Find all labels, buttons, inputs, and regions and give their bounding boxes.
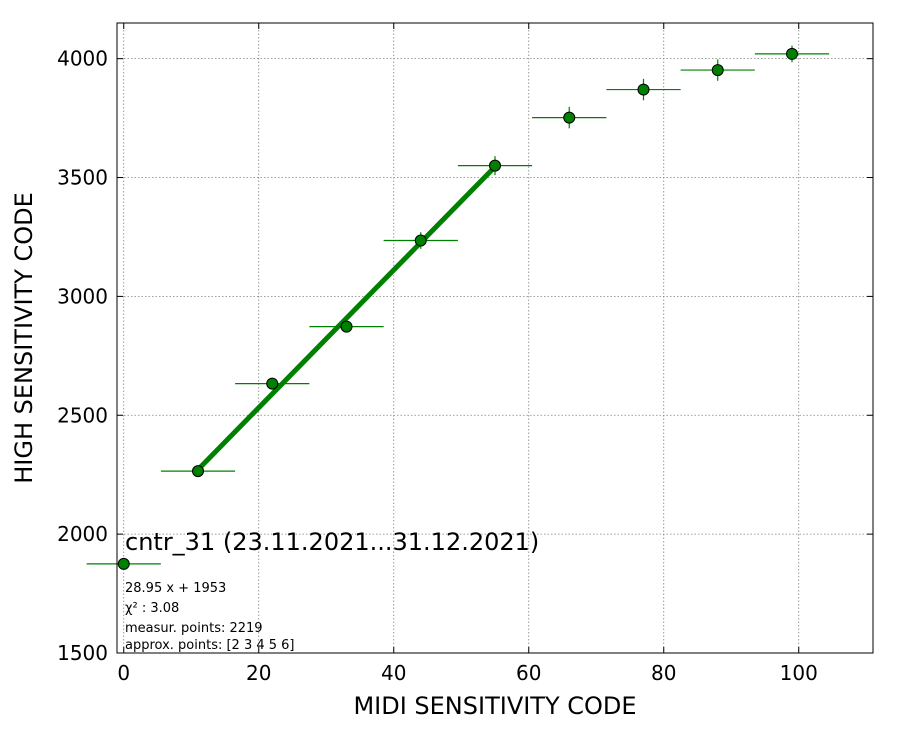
chart-title: cntr_31 (23.11.2021...31.12.2021) <box>125 528 539 556</box>
data-point <box>414 234 427 247</box>
plot-frame <box>116 22 874 654</box>
x-tick-label: 60 <box>516 661 541 685</box>
data-point <box>786 47 798 60</box>
y-axis-label: HIGH SENSITIVITY CODE <box>10 192 38 484</box>
data-points <box>117 47 798 570</box>
x-tick-label: 20 <box>246 661 271 685</box>
data-point <box>563 111 576 124</box>
fit-line <box>196 165 497 472</box>
fit-equation: 28.95 x + 1953 <box>125 581 226 596</box>
approx-points: approx. points: [2 3 4 5 6] <box>125 638 295 653</box>
data-point <box>637 83 650 96</box>
measur-points: measur. points: 2219 <box>125 621 263 636</box>
data-point <box>489 159 501 172</box>
chi-square: χ² : 3.08 <box>125 601 179 616</box>
x-axis-label: MIDI SENSITIVITY CODE <box>353 692 636 720</box>
data-point <box>192 465 204 478</box>
y-tick-label: 4000 <box>57 47 108 71</box>
tick-labels: 0 20 40 60 80 100 1500 2000 2500 3000 3500 4000 <box>57 47 818 685</box>
y-tick-label: 2000 <box>57 522 108 546</box>
y-tick-label: 3500 <box>57 166 108 190</box>
x-tick-label: 0 <box>117 661 130 685</box>
x-tick-label: 80 <box>651 661 676 685</box>
error-bars <box>86 45 830 566</box>
data-point <box>266 377 279 390</box>
data-point <box>117 557 130 570</box>
data-point <box>340 320 353 333</box>
ticks <box>117 23 873 654</box>
y-tick-label: 3000 <box>57 284 108 308</box>
data-point <box>711 64 724 77</box>
x-tick-label: 40 <box>381 661 406 685</box>
y-tick-label: 2500 <box>57 403 108 427</box>
y-tick-label: 1500 <box>57 641 108 665</box>
grid <box>117 23 873 654</box>
x-tick-label: 100 <box>780 661 818 685</box>
